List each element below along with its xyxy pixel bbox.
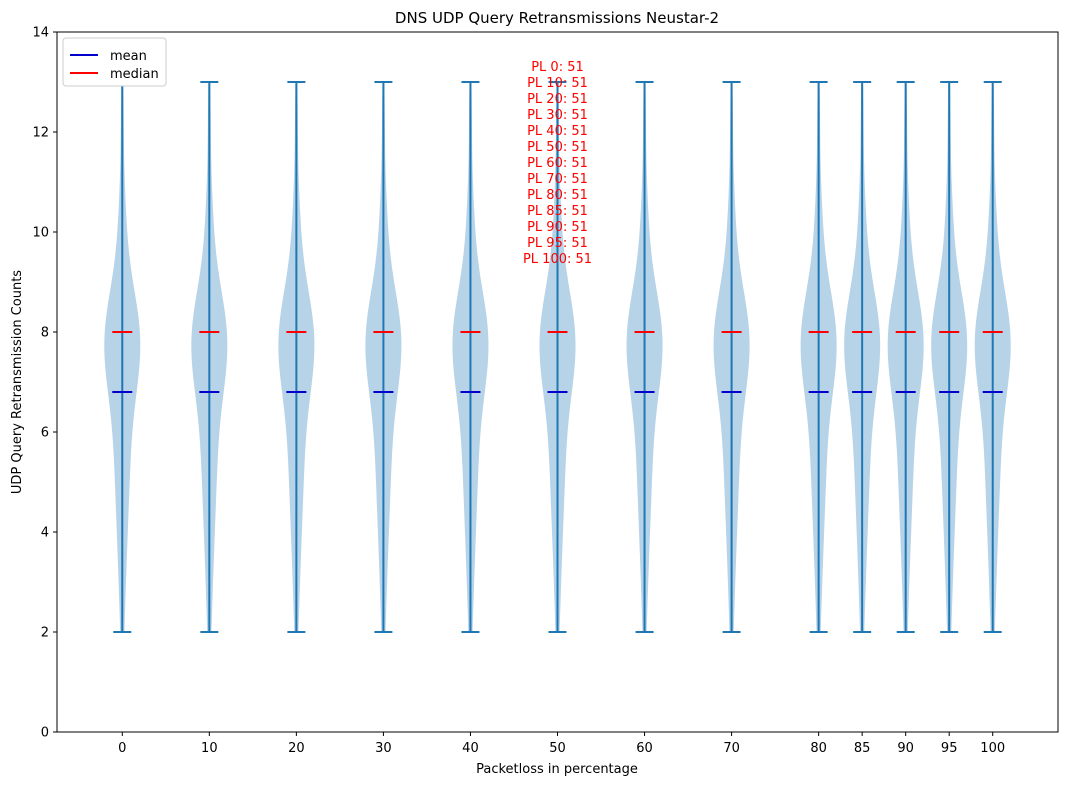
violin-60 [626,81,663,633]
annotation-line: PL 60: 51 [527,156,588,171]
y-tick-label: 0 [41,726,49,741]
annotation-line: PL 80: 51 [527,188,588,203]
y-tick-label: 2 [41,626,49,641]
x-tick-label: 50 [549,741,566,756]
x-tick-label: 60 [636,741,653,756]
chart-title: DNS UDP Query Retransmissions Neustar-2 [395,9,719,27]
annotation-line: PL 40: 51 [527,124,588,139]
violin-20 [278,81,315,633]
x-tick-label: 0 [118,741,126,756]
x-tick-label: 85 [854,741,871,756]
violin-0 [104,81,141,633]
violin-95 [931,81,968,633]
x-tick-label: 20 [288,741,305,756]
x-tick-label: 100 [980,741,1005,756]
y-tick-label: 14 [32,26,49,41]
x-tick-label: 30 [375,741,392,756]
violin-85 [844,81,881,633]
violin-40 [452,81,489,633]
x-tick-label: 40 [462,741,479,756]
annotation-line: PL 50: 51 [527,140,588,155]
x-tick-label: 80 [810,741,827,756]
x-tick-label: 90 [897,741,914,756]
violin-80 [800,81,837,633]
annotation-line: PL 90: 51 [527,220,588,235]
annotation-line: PL 20: 51 [527,92,588,107]
legend: mean median [62,37,167,87]
annotation-line: PL 70: 51 [527,172,588,187]
legend-mean-label: mean [110,49,147,64]
annotation-line: PL 95: 51 [527,236,588,251]
violins-group [104,81,1011,633]
x-tick-label: 70 [723,741,740,756]
x-axis-label: Packetloss in percentage [476,762,638,777]
x-axis: 0 10 20 30 40 50 60 70 80 85 90 95 100 [118,732,1005,756]
y-tick-label: 4 [41,526,49,541]
y-tick-label: 10 [32,226,49,241]
y-axis-label: UDP Query Retransmission Counts [10,270,25,494]
annotation-line: PL 100: 51 [523,252,592,267]
y-tick-label: 12 [32,126,49,141]
x-tick-label: 10 [201,741,218,756]
y-tick-label: 8 [41,326,49,341]
violin-100 [974,81,1011,633]
annotation-line: PL 10: 51 [527,76,588,91]
annotation-line: PL 30: 51 [527,108,588,123]
legend-median-label: median [110,67,159,82]
y-tick-label: 6 [41,426,49,441]
violin-30 [365,81,402,633]
violin-70 [713,81,750,633]
violin-90 [887,81,924,633]
x-tick-label: 95 [941,741,958,756]
annotation-line: PL 0: 51 [531,60,584,75]
violin-50 [539,81,576,633]
y-axis: 0 2 4 6 8 10 12 14 [32,26,57,741]
annotation-line: PL 85: 51 [527,204,588,219]
violin-10 [191,81,228,633]
